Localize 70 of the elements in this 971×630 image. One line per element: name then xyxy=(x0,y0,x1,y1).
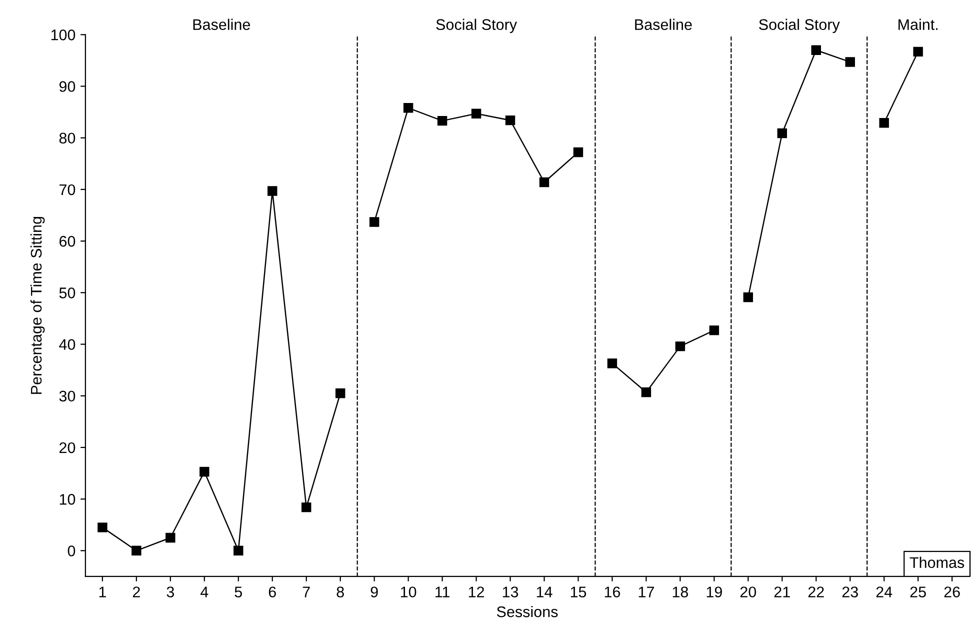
x-tick-label: 26 xyxy=(944,586,960,598)
x-tick-label: 22 xyxy=(808,586,824,598)
point xyxy=(403,103,414,113)
point xyxy=(234,546,244,556)
x-tick-label: 3 xyxy=(166,586,174,598)
point xyxy=(132,546,142,556)
x-tick-label: 20 xyxy=(740,586,756,598)
point xyxy=(845,57,855,67)
y-tick-label: 50 xyxy=(59,288,76,298)
y-tick-label: 100 xyxy=(51,30,76,40)
x-tick-label: 21 xyxy=(774,586,790,598)
point xyxy=(471,108,482,118)
text: Social Story xyxy=(436,18,518,34)
x-tick-label: 24 xyxy=(876,586,892,598)
y-tick-label: 0 xyxy=(68,546,76,556)
y-tick-label: 90 xyxy=(59,81,76,92)
y-tick-label: 30 xyxy=(59,390,76,402)
x-tick-label: 18 xyxy=(672,586,688,598)
point xyxy=(675,341,686,352)
point xyxy=(743,292,754,302)
point xyxy=(573,147,584,158)
point xyxy=(98,522,108,532)
x-tick-label: 13 xyxy=(502,586,518,598)
text: Baseline xyxy=(193,18,250,30)
point xyxy=(505,115,516,126)
x-tick-label: 9 xyxy=(370,586,378,598)
x-tick-label: 25 xyxy=(910,586,926,598)
text: Baseline xyxy=(635,18,692,30)
point xyxy=(369,217,380,227)
point xyxy=(166,532,176,543)
y-axis-title: Percentage of Time Sitting xyxy=(30,216,45,394)
x-tick-label: 10 xyxy=(400,586,416,598)
annotation: Thomas xyxy=(910,556,964,568)
x-tick-label: 7 xyxy=(302,586,310,598)
x-tick-label: 12 xyxy=(468,586,484,598)
x-tick-label: 15 xyxy=(570,586,586,598)
x-tick-label: 14 xyxy=(536,586,552,598)
point xyxy=(301,502,312,512)
point xyxy=(607,358,618,368)
text: Maint. xyxy=(898,18,938,30)
point xyxy=(641,387,652,398)
y-tick-label: 40 xyxy=(59,339,76,350)
x-tick-label: 19 xyxy=(706,586,722,598)
point xyxy=(811,45,821,55)
y-tick-label: 60 xyxy=(60,236,76,247)
point xyxy=(913,46,923,57)
point xyxy=(879,118,889,128)
y-tick-label: 80 xyxy=(59,132,76,144)
text: Social Story xyxy=(759,18,840,34)
x-tick-label: 11 xyxy=(436,586,450,598)
x-tick-label: 6 xyxy=(268,586,276,598)
point xyxy=(335,388,346,398)
x-tick-label: 1 xyxy=(99,586,106,598)
x-tick-label: 23 xyxy=(842,586,858,598)
x-tick-label: 16 xyxy=(604,586,620,598)
x-tick-label: 5 xyxy=(234,586,242,598)
x-tick-label: 8 xyxy=(336,586,344,598)
y-tick-label: 70 xyxy=(60,184,76,196)
point xyxy=(777,128,787,138)
x-tick-label: 4 xyxy=(200,586,208,598)
x-tick-label: 17 xyxy=(638,586,654,598)
point xyxy=(268,186,278,196)
y-tick-label: 10 xyxy=(60,494,76,505)
point xyxy=(437,116,448,126)
point xyxy=(539,177,550,188)
x-axis-title: Sessions xyxy=(496,606,558,618)
point xyxy=(200,466,210,477)
point xyxy=(709,325,720,336)
y-tick-label: 20 xyxy=(60,442,76,454)
x-tick-label: 2 xyxy=(132,586,140,598)
